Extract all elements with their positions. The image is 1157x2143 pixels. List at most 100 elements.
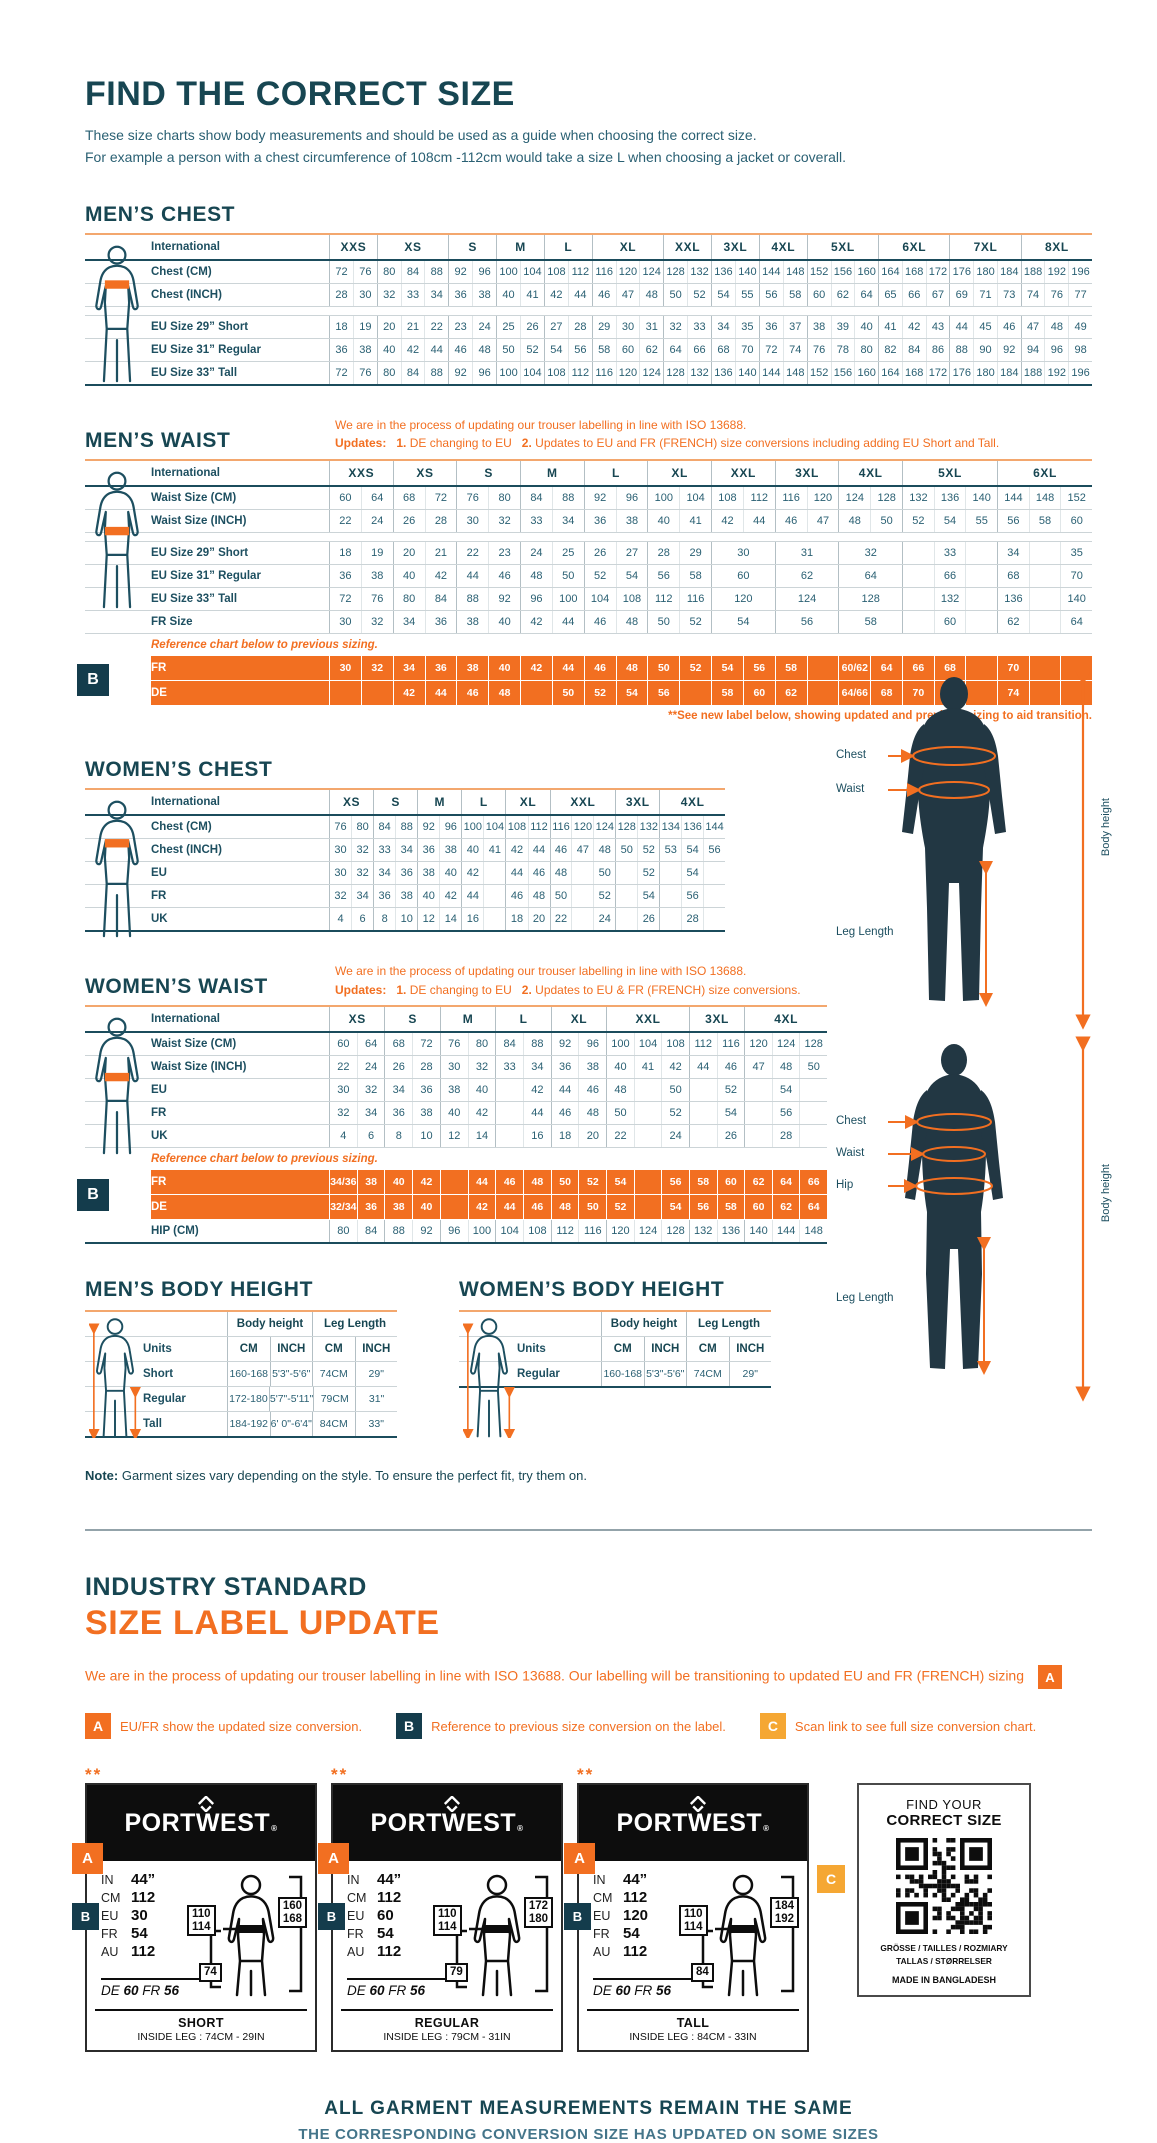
size-value: 48 [615, 610, 648, 633]
size-group: 46 48 [456, 680, 520, 705]
size-value: 44 [510, 866, 524, 879]
size-value: 48 [530, 569, 543, 582]
label-footer: SHORT INSIDE LEG : 74CM - 29IN [95, 2009, 307, 2050]
size-value: 26 [392, 1061, 405, 1074]
size-group: 29 30 31 [591, 315, 663, 338]
size-group: 18 19 [329, 315, 377, 338]
size-value: 96 [439, 815, 461, 838]
size-value: 72 [412, 1033, 440, 1056]
fr-label: FR [630, 1983, 657, 1999]
size-value: 32/34 [330, 1201, 357, 1214]
size-value: 46 [785, 514, 798, 527]
badge-a: A [85, 1713, 111, 1740]
note-text: Garment sizes vary depending on the styl… [121, 1468, 587, 1484]
size-group: 80 84 88 [376, 361, 448, 384]
size-value: 188 [1023, 366, 1043, 379]
size-value: 35 [734, 315, 759, 338]
size-value: 132 [687, 260, 711, 283]
size-value: 10 [412, 1125, 440, 1148]
size-value: 28 [657, 546, 670, 559]
size-spec-row: CM 112 [593, 1889, 648, 1906]
size-value: 44 [742, 509, 775, 532]
spec-value: 112 [131, 1889, 156, 1907]
size-value: 24 [530, 546, 543, 559]
size-group: 58 60 [688, 1170, 744, 1195]
table-row: Tall 184-192 6' 0"-6'4" 84CM 33" [85, 1412, 397, 1439]
size-value: 188 [1023, 265, 1043, 278]
notice-line-2: Updates: 1. DE changing to EU 2. Updates… [335, 434, 999, 453]
table-row: EU Size 33” Tall 72 76 80 84 88 92 96 100 104 108 1… [85, 361, 1092, 386]
size-group: 116 120 124 [591, 361, 663, 384]
size-group: 68 72 [384, 1033, 440, 1056]
spec-key: EU [101, 1909, 119, 1924]
size-group: 54 [615, 884, 659, 907]
size-value: 76 [360, 587, 393, 610]
translations-line-1: GRÖSSE / TAILLES / ROZMIARY [880, 1943, 1008, 1954]
size-value [616, 862, 637, 884]
size-value: 140 [734, 361, 759, 384]
size-value: 80 [488, 486, 520, 509]
size-column-header: XXS [329, 234, 377, 259]
size-group: 32 [838, 541, 902, 564]
leg-length-group: Leg Length [312, 1312, 397, 1337]
male-silhouette [888, 670, 1091, 1030]
measurement-value: 29" [354, 1362, 398, 1387]
size-value: 54 [933, 509, 966, 532]
size-value [633, 1195, 662, 1220]
waist-size-box: 110 114 [187, 1905, 216, 1937]
size-value: 41 [483, 838, 505, 861]
de-label: DE [593, 1983, 616, 1999]
size-value [633, 1170, 662, 1195]
brand-w: W [196, 1795, 220, 1838]
size-group: 144 148 [758, 361, 807, 384]
size-group: 84 88 [373, 815, 417, 838]
table-header-row: International XXS XS S M L XL XXL 3XL 4XL 5XL 6XL 7X… [85, 234, 1092, 261]
size-value: 68 [717, 343, 730, 356]
size-group: 104 108 [583, 587, 648, 610]
size-value: 50 [870, 509, 902, 532]
spec-value: 112 [623, 1889, 648, 1907]
size-value: 124 [771, 1033, 800, 1056]
size-value: 12 [422, 912, 435, 925]
table-row: FR Size 30 32 34 36 38 40 42 44 46 48 50 52 54 56 58 60 6… [85, 610, 1092, 634]
size-value: 136 [716, 1220, 745, 1243]
spec-key: IN [347, 1873, 360, 1888]
size-group: 26 [615, 907, 659, 930]
size-value [496, 1079, 523, 1101]
size-value: 40 [854, 315, 878, 338]
size-value [1060, 655, 1092, 680]
size-value: 46 [594, 661, 606, 674]
size-value: 48 [593, 838, 615, 861]
size-value: 48 [848, 514, 861, 527]
person-waist-figure-icon [95, 471, 139, 609]
size-value: 136 [1004, 592, 1023, 605]
unit-header: INCH [269, 1337, 313, 1362]
size-column-header: 3XL [711, 234, 759, 259]
size-value: 104 [679, 486, 711, 509]
asterisks-marker: ** [331, 1765, 349, 1785]
size-column-header: 8XL [1020, 234, 1092, 259]
row-label: EU Size 29” Short [151, 320, 249, 333]
size-value: 48 [578, 1102, 606, 1125]
size-group: 56 [659, 884, 725, 907]
size-value: 26 [402, 514, 416, 527]
size-value: 192 [1044, 260, 1068, 283]
size-group: 84 88 [495, 1033, 550, 1056]
measurement-value: 5'3"-5'6" [643, 1362, 687, 1387]
size-group: 30 32 [329, 655, 393, 680]
size-value: 4 [340, 1130, 347, 1143]
size-value: 136 [714, 265, 733, 278]
size-value: 52 [687, 283, 711, 306]
size-spec-row: EU 120 [593, 1907, 648, 1924]
size-group: 50 [520, 680, 584, 705]
size-group: 60 [711, 564, 775, 587]
spec-value: 44” [131, 1871, 156, 1889]
size-value: 34 [717, 320, 730, 333]
size-group: 176 180 184 [949, 260, 1020, 283]
size-value: 56 [742, 655, 775, 680]
size-group: 152 156 160 [806, 361, 878, 384]
size-value: 34/36 [330, 1176, 357, 1189]
size-group: 64/66 68 [838, 680, 902, 705]
measurement-value: 172-180 [227, 1387, 269, 1412]
size-value: 62 [1007, 615, 1020, 628]
